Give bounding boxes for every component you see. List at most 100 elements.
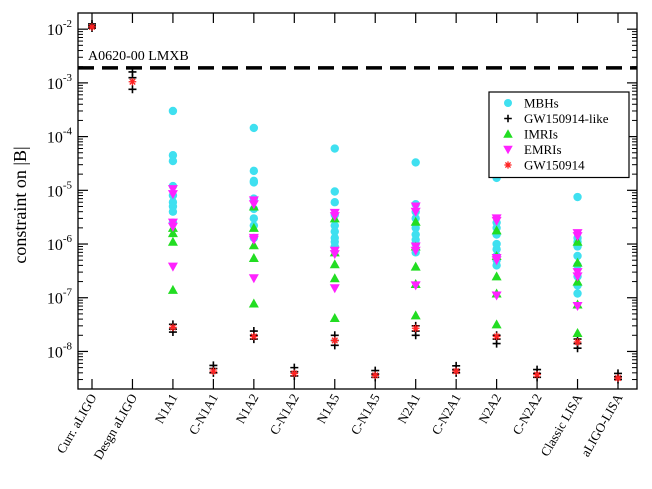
data-point (330, 144, 339, 153)
y-tick-label: 10-2 (47, 18, 72, 39)
data-point (452, 367, 460, 375)
data-point (168, 207, 178, 216)
data-point (572, 236, 583, 246)
data-point (410, 207, 421, 217)
data-point (248, 274, 259, 284)
x-tick-label: C-N2A2 (509, 391, 544, 437)
legend-label: IMRIs (524, 127, 558, 142)
data-point (329, 284, 340, 294)
data-point (167, 262, 178, 272)
data-point (249, 166, 259, 176)
data-point (168, 106, 178, 116)
data-point (169, 323, 177, 332)
data-point (492, 332, 501, 341)
data-point (248, 200, 259, 210)
data-point (491, 319, 502, 329)
data-point (248, 235, 259, 245)
data-point (88, 23, 96, 31)
data-point (167, 222, 178, 232)
data-point (330, 187, 339, 196)
data-point (168, 151, 178, 160)
x-tick-label: C-N1A1 (186, 391, 221, 437)
data-point (330, 221, 339, 230)
data-point (167, 284, 178, 294)
data-point (168, 156, 178, 166)
series-gw150914 (88, 23, 622, 382)
data-point (249, 178, 259, 187)
series-gw150914-like (88, 19, 622, 384)
legend-label: MBHs (524, 96, 559, 111)
x-tick-label: C-N2A1 (428, 391, 463, 437)
data-point (329, 250, 340, 260)
data-point (573, 192, 582, 202)
reference-line-label: A0620-00 LMXB (88, 49, 189, 64)
x-tick-label: aLIGO-LISA (578, 390, 626, 459)
data-point (290, 369, 299, 378)
data-point (248, 252, 259, 262)
data-point (411, 158, 420, 167)
data-point (329, 259, 340, 269)
data-point (572, 257, 583, 267)
y-tick-label: 10-5 (47, 179, 73, 200)
data-point (248, 298, 259, 308)
legend-marker (504, 99, 512, 107)
x-tick-label: N1A2 (233, 391, 262, 426)
data-point (248, 222, 259, 232)
data-point (330, 336, 339, 345)
data-point (330, 198, 339, 207)
data-point (533, 370, 541, 379)
y-tick-label: 10-7 (47, 287, 73, 308)
data-point (572, 272, 583, 282)
data-point (411, 324, 420, 333)
legend-marker (504, 161, 512, 169)
data-point (572, 328, 583, 338)
data-point (410, 261, 421, 271)
data-point (128, 85, 137, 94)
y-tick-label: 10-6 (47, 233, 73, 254)
data-point (410, 216, 421, 226)
data-point (411, 223, 420, 233)
legend-marker (503, 129, 513, 138)
data-point (572, 302, 583, 312)
data-point (492, 245, 501, 254)
y-tick-label: 10-3 (47, 72, 73, 93)
data-point (410, 246, 421, 256)
plot-frame (77, 12, 638, 390)
data-point (573, 251, 582, 261)
x-tick-label: Curr. aLIGO (53, 391, 99, 456)
legend-box (488, 91, 630, 179)
data-point (167, 236, 178, 246)
legend-marker (504, 114, 512, 123)
data-point (491, 256, 502, 266)
legend-label: GW150914 (524, 158, 585, 173)
data-point (614, 374, 622, 382)
series-imris (167, 201, 583, 338)
data-point (329, 273, 340, 283)
x-tick-label: N1A1 (152, 391, 181, 426)
data-point (491, 216, 502, 226)
data-point (491, 225, 502, 235)
legend-label: GW150914-like (524, 111, 609, 126)
y-axis: 10-8 10-7 10-6 10-5 10-4 10-3 10-2 (47, 12, 637, 390)
data-point (167, 228, 178, 238)
data-point (371, 371, 380, 380)
x-tick-label: N2A2 (475, 391, 504, 426)
legend-label: EMRIs (524, 142, 562, 157)
data-point (249, 214, 259, 223)
y-tick-label: 10-8 (47, 340, 73, 361)
x-tick-label: Desgn aLIGO (90, 391, 140, 462)
data-point (491, 291, 502, 301)
data-point (329, 212, 340, 222)
data-point (249, 123, 259, 133)
data-point (330, 227, 339, 236)
data-point (167, 185, 178, 195)
data-point (492, 261, 501, 270)
x-tick-label: C-N1A5 (347, 391, 382, 437)
data-point (128, 77, 137, 86)
data-points (88, 19, 622, 384)
data-point (492, 339, 501, 348)
y-axis-label: constraint on |B| (10, 146, 30, 263)
